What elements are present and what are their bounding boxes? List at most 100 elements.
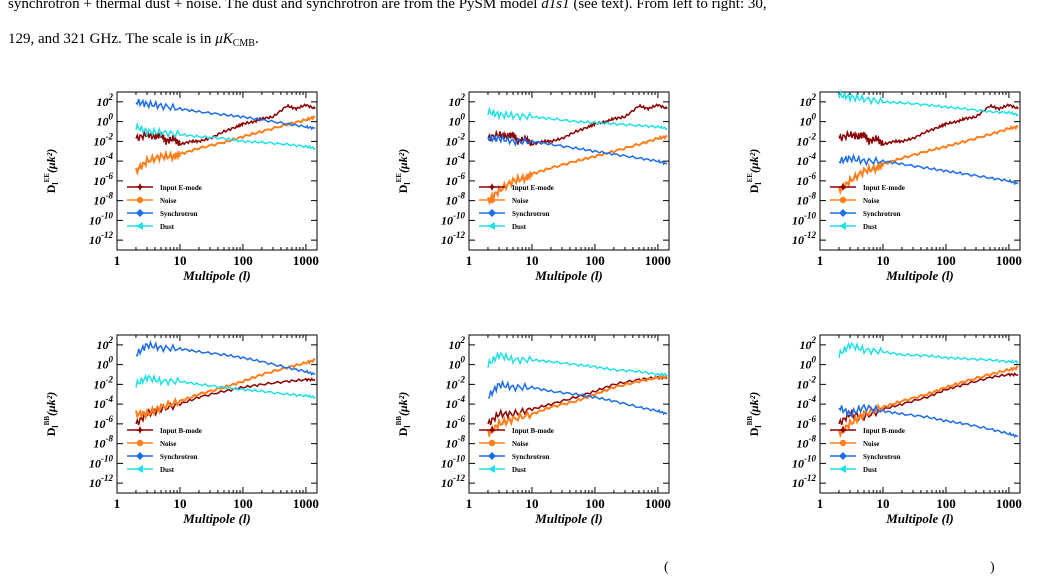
- caption-model-name: d1s1: [541, 0, 570, 12]
- y-tick-label: 10-2: [446, 374, 466, 391]
- series-line-input-e-mode: [487, 103, 668, 146]
- x-tick-label: 1: [114, 253, 121, 268]
- x-tick-label: 1000: [645, 496, 671, 511]
- y-tick-label: 10-8: [94, 191, 114, 208]
- series-line-noise: [838, 124, 1019, 196]
- y-tick-label: 10-6: [797, 414, 817, 431]
- legend-label: Input B-mode: [160, 427, 202, 435]
- legend-marker: [839, 222, 846, 230]
- x-tick-label: 10: [525, 253, 538, 268]
- series-line-synchrotron: [838, 403, 1019, 439]
- series-line-dust: [135, 373, 316, 400]
- legend-label: Input B-mode: [863, 427, 905, 435]
- legend-label: Dust: [512, 223, 527, 231]
- y-tick-label: 10-2: [94, 374, 114, 391]
- x-axis-label: Multipole (l): [534, 268, 603, 283]
- legend-label: Synchrotron: [160, 210, 198, 218]
- y-axis-label: DlEE(μk²): [746, 149, 763, 194]
- y-tick-label: 100: [97, 355, 114, 372]
- footer-close-paren: ): [990, 560, 995, 575]
- series-line-dust: [838, 89, 1019, 117]
- y-tick-label: 10-12: [441, 473, 465, 490]
- series-line-input-b-mode: [487, 375, 668, 426]
- y-tick-label: 10-4: [94, 151, 114, 168]
- y-tick-label: 10-6: [94, 171, 114, 188]
- x-axis-label: Multipole (l): [182, 268, 251, 283]
- legend-marker: [136, 426, 144, 434]
- panel-1: 1 10 100 1000 Multipole (l) 102 100 10-2 10-4 10-…: [43, 91, 319, 283]
- legend-marker: [488, 183, 496, 191]
- legend-marker: [488, 426, 496, 434]
- caption-line-2: 129, and 321 GHz. The scale is in μKCMB.: [8, 31, 259, 49]
- y-tick-label: 102: [97, 335, 114, 352]
- y-tick-label: 10-6: [94, 414, 114, 431]
- legend-marker: [839, 183, 847, 191]
- y-tick-label: 10-2: [797, 131, 817, 148]
- legend-marker: [839, 426, 847, 434]
- legend-label: Dust: [863, 466, 878, 474]
- legend-label: Noise: [863, 197, 879, 205]
- y-tick-label: 102: [449, 92, 466, 109]
- y-tick-label: 10-12: [89, 230, 113, 247]
- series-line-input-b-mode: [135, 377, 316, 426]
- legend-marker: [136, 196, 144, 204]
- series-line-synchrotron: [487, 379, 668, 416]
- x-tick-label: 100: [936, 496, 956, 511]
- series-line-dust: [487, 351, 668, 377]
- x-tick-label: 1000: [293, 253, 319, 268]
- y-tick-label: 10-4: [94, 394, 114, 411]
- series-line-input-e-mode: [838, 103, 1019, 146]
- y-axis-label: DlBB(μk²): [43, 392, 60, 437]
- y-axis-label: DlEE(μk²): [395, 149, 412, 194]
- x-tick-label: 100: [936, 253, 956, 268]
- y-tick-label: 10-2: [797, 374, 817, 391]
- y-tick-label: 10-12: [792, 230, 816, 247]
- legend-label: Input E-mode: [863, 184, 905, 192]
- series-line-synchrotron: [135, 339, 316, 377]
- x-tick-label: 10: [173, 253, 186, 268]
- panel-2: 1 10 100 1000 Multipole (l) 102 100 10-2 10-4 10-…: [395, 91, 671, 283]
- y-tick-label: 10-4: [797, 151, 817, 168]
- panel-6: 1 10 100 1000 Multipole (l) 102 100 10-2 10-4 10-…: [746, 334, 1022, 526]
- legend-marker: [488, 196, 496, 204]
- x-tick-label: 10: [525, 496, 538, 511]
- legend-marker: [839, 439, 847, 447]
- plot-frame: [116, 91, 318, 251]
- panel-3: 1 10 100 1000 Multipole (l) 102 100 10-2 10-4 10-…: [746, 89, 1022, 283]
- y-tick-label: 10-6: [446, 414, 466, 431]
- y-tick-label: 10-12: [441, 230, 465, 247]
- y-tick-label: 10-8: [446, 434, 466, 451]
- y-tick-label: 10-8: [94, 434, 114, 451]
- caption-line-1: synchrotron + thermal dust + noise. The …: [8, 0, 767, 13]
- y-tick-label: 102: [800, 92, 817, 109]
- series-line-noise: [487, 374, 668, 439]
- y-tick-label: 100: [449, 112, 466, 129]
- y-tick-label: 10-2: [446, 131, 466, 148]
- y-tick-label: 10-6: [797, 171, 817, 188]
- y-tick-label: 10-4: [446, 394, 466, 411]
- legend-marker: [136, 222, 143, 230]
- legend-marker: [839, 196, 847, 204]
- y-tick-label: 100: [800, 355, 817, 372]
- x-axis-label: Multipole (l): [534, 511, 603, 526]
- plot-frame: [468, 91, 670, 251]
- x-tick-label: 10: [876, 253, 889, 268]
- x-tick-label: 1000: [293, 496, 319, 511]
- y-tick-label: 10-12: [792, 473, 816, 490]
- panel-5: 1 10 100 1000 Multipole (l) 102 100 10-2 10-4 10-…: [395, 334, 671, 526]
- legend-label: Noise: [863, 440, 879, 448]
- y-tick-label: 10-2: [94, 131, 114, 148]
- series-line-dust: [838, 341, 1019, 365]
- x-tick-label: 1000: [996, 253, 1022, 268]
- x-tick-label: 1: [817, 496, 824, 511]
- y-tick-label: 10-8: [797, 434, 817, 451]
- x-tick-label: 1: [466, 253, 473, 268]
- plot-frame: [116, 334, 318, 494]
- legend-marker: [136, 183, 144, 191]
- legend-marker: [488, 439, 496, 447]
- legend-label: Synchrotron: [512, 453, 550, 461]
- y-tick-label: 10-10: [792, 210, 816, 227]
- x-tick-label: 1: [817, 253, 824, 268]
- legend-label: Dust: [863, 223, 878, 231]
- series-line-dust: [487, 106, 668, 131]
